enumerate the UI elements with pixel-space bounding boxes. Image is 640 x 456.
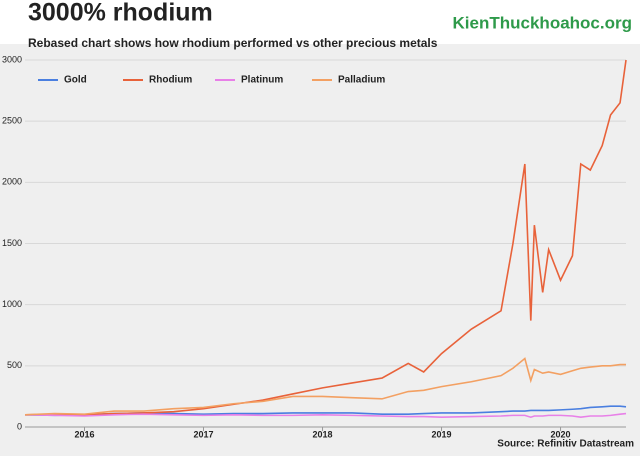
line xyxy=(24,405,627,417)
y-tick-label: 0 xyxy=(17,421,22,431)
x-tick-label: 2016 xyxy=(74,429,94,439)
watermark: KienThuckhoahoc.org xyxy=(453,13,632,32)
plot-background xyxy=(0,44,640,456)
x-tick-label: 2018 xyxy=(313,429,333,439)
y-tick-label: 3000 xyxy=(2,54,22,64)
x-tick-label: 2020 xyxy=(551,429,571,439)
source: Source: Refinitiv Datastream xyxy=(497,439,634,450)
legend-label: Rhodium xyxy=(149,75,192,86)
line xyxy=(24,357,626,416)
y-tick-label: 1500 xyxy=(2,238,22,248)
legend-label: Gold xyxy=(64,75,87,86)
legend-label: Palladium xyxy=(338,75,385,86)
chart-title: 3000% rhodium xyxy=(28,0,213,27)
legend-label: Platinum xyxy=(241,75,283,86)
x-tick-label: 2017 xyxy=(193,429,213,439)
y-tick-label: 1000 xyxy=(2,299,22,309)
y-tick-label: 2000 xyxy=(2,177,22,187)
chart-subtitle: Rebased chart shows how rhodium performe… xyxy=(28,36,438,50)
x-tick-label: 2019 xyxy=(432,429,452,439)
y-tick-label: 500 xyxy=(7,360,22,370)
line xyxy=(24,59,627,416)
line xyxy=(24,412,627,419)
y-tick-label: 2500 xyxy=(2,116,22,126)
